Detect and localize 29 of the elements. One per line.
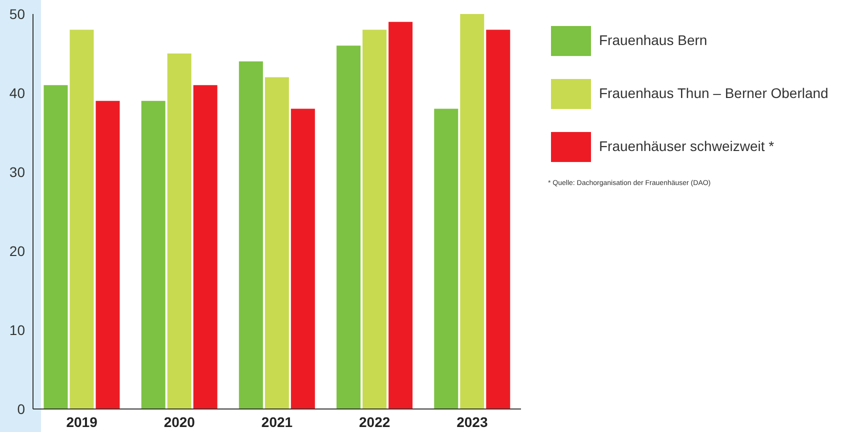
legend-label: Frauenhaus Bern (599, 32, 708, 48)
bar (264, 77, 289, 409)
bar (486, 30, 510, 409)
bar (193, 85, 218, 409)
y-tick-label: 40 (9, 84, 26, 101)
bar (167, 54, 192, 409)
bar (388, 22, 413, 409)
bar (70, 30, 94, 409)
x-tick-label: 2019 (66, 414, 98, 430)
bar (460, 14, 484, 409)
bar (96, 100, 120, 409)
bar (434, 108, 458, 409)
x-tick-label: 2021 (261, 414, 293, 430)
bar (336, 46, 361, 409)
y-tick-label: 10 (9, 322, 26, 338)
y-tick-label: 30 (9, 164, 26, 180)
bar (290, 108, 315, 409)
y-tick-label: 0 (17, 400, 26, 417)
bar (141, 100, 166, 409)
x-tick-label: 2023 (456, 414, 488, 430)
bar (44, 85, 68, 409)
bar (362, 30, 387, 409)
y-tick-label: 50 (9, 6, 26, 22)
legend-label: Frauenhaus Thun – Berner Oberland (599, 85, 828, 101)
y-tick-label: 20 (9, 242, 26, 259)
legend-label: Frauenhäuser schweizweit * (599, 138, 774, 154)
x-tick-label: 2020 (164, 414, 196, 430)
bar (238, 61, 263, 409)
x-tick-label: 2022 (359, 414, 390, 430)
